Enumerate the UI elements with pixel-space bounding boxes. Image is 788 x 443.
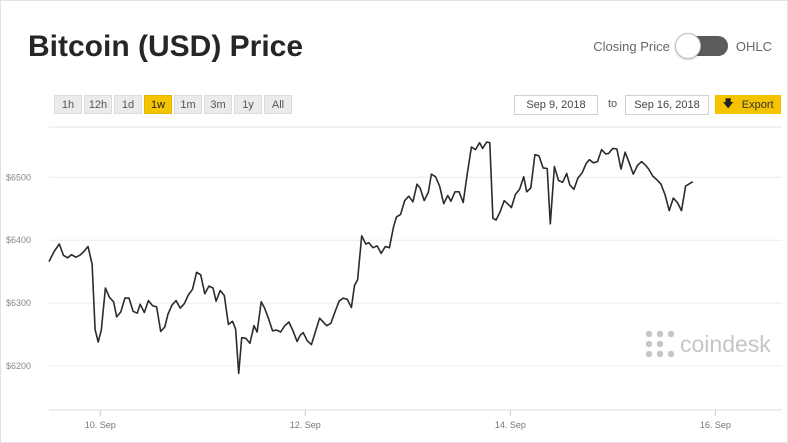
y-tick-label: $6500 (6, 172, 31, 182)
y-tick-label: $6200 (6, 361, 31, 371)
range-button-12h[interactable]: 12h (84, 95, 112, 114)
price-mode-toggle-group: Closing Price OHLC (593, 33, 772, 59)
x-tick-label: 12. Sep (290, 420, 321, 430)
download-arrow-icon: 🡇 (722, 98, 734, 110)
range-button-1w[interactable]: 1w (144, 95, 172, 114)
watermark-text: coindesk (680, 331, 771, 357)
x-tick-label: 16. Sep (700, 420, 731, 430)
price-series-line (48, 141, 694, 375)
to-label: to (608, 98, 618, 110)
toggle-knob[interactable] (674, 33, 701, 59)
ohlc-label: OHLC (735, 38, 772, 54)
range-button-1h[interactable]: 1h (54, 95, 82, 114)
range-button-all[interactable]: All (264, 95, 292, 114)
range-button-1d[interactable]: 1d (114, 95, 142, 114)
price-mode-toggle[interactable] (674, 33, 728, 59)
coindesk-logo-icon (645, 330, 675, 358)
x-tick-label: 10. Sep (85, 420, 116, 430)
range-button-3m[interactable]: 3m (204, 95, 232, 114)
y-tick-label: $6400 (6, 235, 31, 245)
coindesk-watermark: coindesk (645, 330, 771, 358)
closing-price-label: Closing Price (593, 38, 670, 54)
export-button[interactable]: 🡇 Export (715, 95, 781, 114)
range-button-1y[interactable]: 1y (234, 95, 262, 114)
time-range-selector: 1h 12h 1d 1w 1m 3m 1y All (54, 95, 292, 114)
page-title: Bitcoin (USD) Price (28, 30, 304, 63)
from-date-input[interactable]: Sep 9, 2018 (514, 95, 598, 115)
to-date-input[interactable]: Sep 16, 2018 (625, 95, 709, 115)
x-tick-label: 14. Sep (495, 420, 526, 430)
range-button-1m[interactable]: 1m (174, 95, 202, 114)
export-label: Export (741, 98, 774, 111)
y-tick-label: $6300 (6, 298, 31, 308)
